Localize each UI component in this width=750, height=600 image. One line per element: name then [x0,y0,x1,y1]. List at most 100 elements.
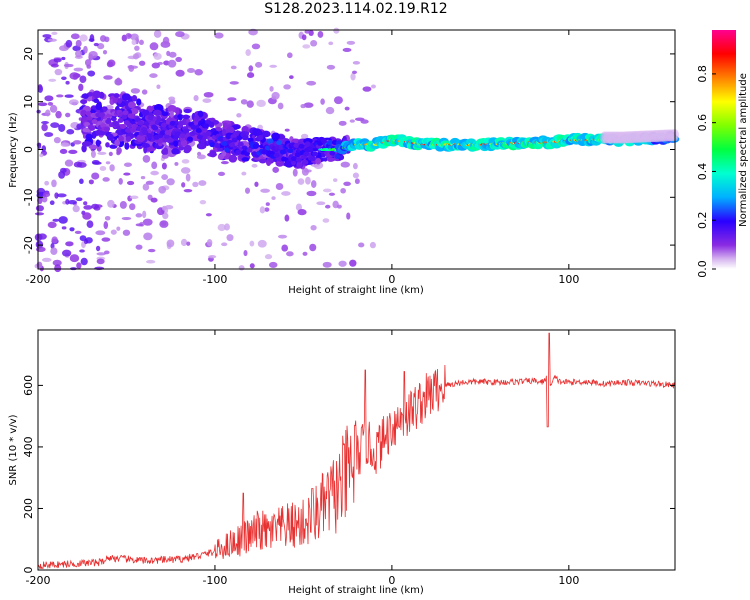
spectrogram-cell [112,121,119,127]
spectrogram-cell [174,161,179,166]
spectrogram-cell [196,142,207,150]
spectrogram-cell [196,154,206,160]
spectrogram-cell [65,241,74,247]
spectrogram-cell [60,142,70,147]
spectrogram-cell [323,157,328,162]
spectrogram-cell [272,166,280,173]
spectrogram-cell [206,238,213,247]
spectrogram-cell [79,178,84,185]
spectrogram-cell [50,247,58,255]
spectrogram-cell [328,192,336,196]
spectrogram-cell [105,104,114,110]
spectrogram-cell [91,203,100,210]
spectrogram-cell [181,114,191,119]
spectrogram-cell [181,182,186,188]
spectrogram-cell [135,223,144,227]
spectrogram-cell [145,180,154,185]
spectrogram-cell [87,70,96,77]
spectrogram-cell [169,110,174,118]
spectrogram-cell [79,235,87,242]
spectrogram-cell [51,31,58,36]
spectrogram-cell [44,95,54,102]
spectrogram-cell [306,80,317,86]
spectrogram-cell [138,60,146,66]
spectrogram-cell [88,144,98,150]
spectrogram-cell [338,260,347,267]
spectrogram-cell [174,131,181,137]
spectrogram-cell [152,109,162,116]
spectrogram-cell [325,204,331,209]
spectrogram-cell [241,157,250,162]
spectrogram-cell [135,213,143,218]
spectrogram-cell [333,178,338,182]
spectrogram-x-tick-label: -200 [26,273,51,286]
spectrogram-cell [109,164,115,172]
spectrogram-cell [136,98,142,106]
spectrogram-cell [104,215,111,221]
spectrogram-cell [298,143,305,149]
spectrogram-cell [351,70,358,75]
spectrogram-cell [96,252,107,256]
spectrogram-cell [178,120,185,126]
spectrogram-cell [302,44,311,49]
spectrogram-cell [320,98,325,105]
spectrogram-cell [349,119,355,123]
spectrogram-cell [229,81,239,85]
spectrogram-cell [183,144,192,153]
snr-marks [37,332,675,570]
spectrogram-cell [56,193,67,198]
spectrogram-cell [289,75,294,80]
spectrogram-cell [164,129,171,135]
spectrogram-cell [96,258,105,265]
spectrogram-cell [310,180,317,188]
spectrogram-cell [153,30,162,38]
spectrogram-cell [194,114,200,122]
spectrogram-cell [53,136,61,144]
spectrogram-cell [74,230,82,234]
spectrogram-cell [161,111,169,117]
spectrogram-cell [81,141,92,147]
spectrogram-cell [122,110,129,116]
spectrogram-cell [126,180,135,186]
spectrogram-cell [70,33,80,40]
spectrogram-cell [329,150,336,156]
spectrogram-cell [80,99,88,105]
spectrogram-cell [169,120,176,126]
spectrogram-cell [80,109,87,115]
spectrogram-cell [73,67,84,72]
spectrogram-cell [252,143,259,149]
spectrogram-cell [158,186,167,194]
spectrogram-cell [125,136,132,142]
spectrogram-cell [79,249,85,253]
spectrogram-cell [183,188,193,193]
spectrogram-cell [67,200,77,205]
spectrogram-cell [173,140,179,147]
spectrogram-cell [260,188,271,193]
spectrogram-cell [41,145,47,153]
spectrogram-cell [75,197,83,202]
spectrogram-cell [55,110,62,119]
spectrogram-cell [101,237,111,242]
spectrogram-cell [240,99,248,105]
spectrogram-cell [86,220,94,229]
spectrogram-cell [317,30,324,38]
spectrogram-cell [103,250,110,255]
spectrogram-cell [261,130,271,138]
spectrogram-cell [245,49,251,57]
spectrogram-cell [284,128,290,132]
spectrogram-cell [88,179,94,185]
spectrogram-cell [241,171,247,176]
spectrogram-cell [164,205,174,210]
spectrogram-cell [150,170,159,176]
spectrogram-cell [269,86,274,92]
spectrogram-cell [281,156,288,162]
spectrogram-cell [203,91,214,98]
spectrogram-cell [167,59,177,68]
spectrogram-cell [151,62,161,69]
spectrogram-cell [117,98,122,104]
spectrogram-cell [79,34,88,42]
spectrogram-cell [42,34,52,38]
spectrogram-cell [226,126,235,134]
spectrogram-cell [128,65,135,72]
spectrogram-cell [126,122,133,128]
